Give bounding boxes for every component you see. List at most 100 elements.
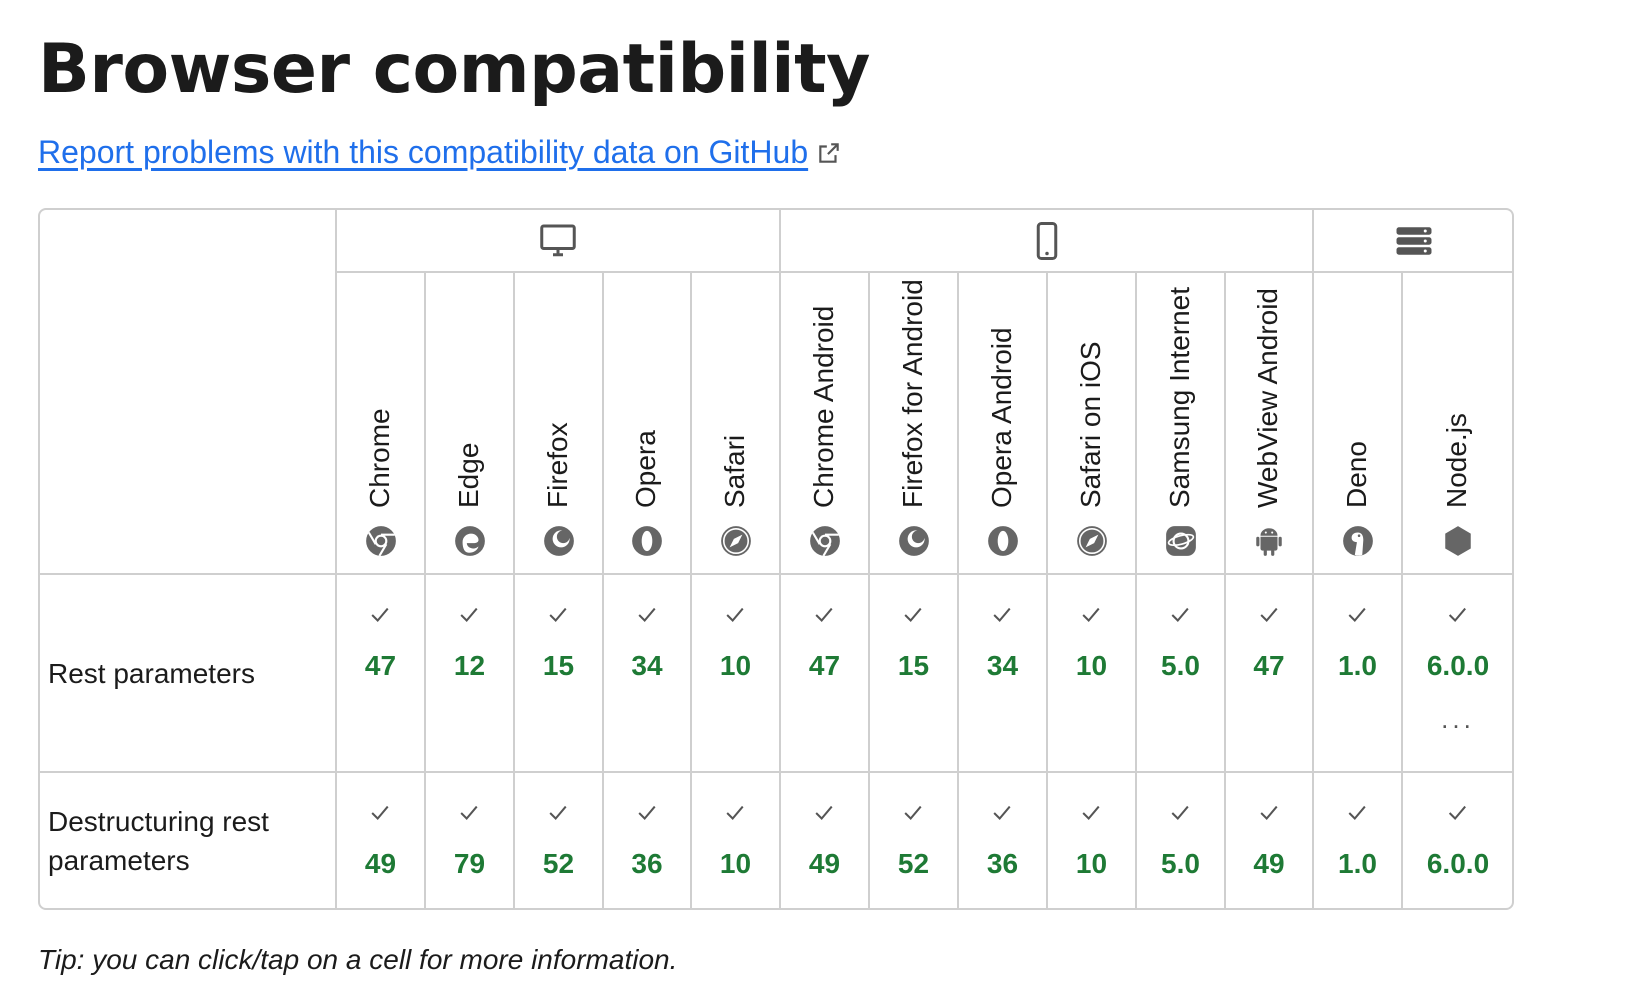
check-icon [1260, 607, 1278, 622]
edge-icon [454, 526, 485, 556]
version-added: 79 [453, 848, 486, 879]
check-icon [904, 607, 922, 622]
browser-name: Safari [718, 434, 750, 508]
browser-name: Node.js [1441, 413, 1472, 508]
check-icon [549, 607, 567, 622]
check-icon [1348, 805, 1366, 820]
check-icon [904, 805, 922, 820]
opera-icon [632, 526, 662, 556]
check-icon [726, 805, 744, 820]
browser-name: Safari on iOS [1074, 341, 1106, 508]
version-added: 49 [364, 848, 397, 879]
version-added: 1.0 [1338, 650, 1377, 681]
check-icon [815, 805, 833, 820]
android-icon [1256, 528, 1282, 556]
firefox-icon [898, 526, 929, 556]
check-icon [1171, 805, 1189, 820]
version-added: 49 [808, 848, 841, 879]
more-info-ellipsis: ... [1441, 704, 1475, 734]
browser-name: Opera Android [985, 327, 1017, 508]
version-added: 12 [453, 650, 486, 681]
server-icon [1396, 227, 1431, 255]
deno-icon [1342, 526, 1373, 556]
chrome-icon [809, 526, 840, 557]
version-added: 47 [808, 650, 841, 681]
support-cell[interactable]: 47 [1253, 604, 1285, 682]
version-added: 36 [631, 848, 663, 879]
support-cell[interactable]: 49 [1253, 802, 1285, 880]
version-added: 10 [719, 848, 752, 879]
support-cell[interactable]: 1.0 [1338, 604, 1377, 682]
compat-table: Chrome Edge Firefox Opera Safari Chrome Andro… [38, 208, 1514, 910]
support-cell[interactable]: 12 [454, 604, 485, 682]
check-icon [1449, 607, 1467, 622]
check-icon [1082, 805, 1100, 820]
chrome-icon [365, 526, 396, 557]
version-added: 5.0 [1161, 650, 1200, 681]
check-icon [1348, 607, 1366, 622]
support-cell[interactable]: 49 [365, 802, 396, 880]
version-added: 6.0.0 [1426, 848, 1490, 879]
check-icon [638, 805, 656, 820]
version-added: 15 [542, 650, 575, 681]
support-cell[interactable]: 1.0 [1338, 802, 1377, 880]
version-added: 15 [897, 650, 930, 681]
check-icon [1171, 607, 1189, 622]
support-cell[interactable]: 10 [1076, 604, 1107, 682]
support-cell[interactable]: 10 [720, 604, 751, 682]
browser-name: Chrome [363, 408, 395, 508]
safari-icon [1076, 526, 1107, 556]
check-icon [549, 805, 567, 820]
support-cell[interactable]: 49 [809, 802, 840, 880]
support-cell[interactable]: 5.0 [1161, 802, 1200, 880]
version-added: 10 [1075, 848, 1108, 879]
support-cell[interactable]: 15 [898, 604, 929, 682]
support-cell[interactable]: 34 [631, 604, 663, 682]
support-cell[interactable]: 34 [987, 604, 1018, 682]
check-icon [815, 607, 833, 622]
support-cell[interactable]: 52 [543, 802, 574, 880]
browser-name: Edge [452, 442, 484, 508]
version-added: 34 [986, 650, 1019, 681]
external-link-icon [819, 142, 839, 163]
support-cell[interactable]: 36 [987, 802, 1018, 880]
feature-name: Rest parameters [48, 657, 255, 689]
support-cell[interactable]: 5.0 [1161, 604, 1200, 682]
check-icon [638, 607, 656, 622]
support-cell[interactable]: 79 [454, 802, 485, 880]
support-cell[interactable]: 36 [631, 802, 663, 880]
check-icon [726, 607, 744, 622]
check-icon [460, 805, 478, 820]
check-icon [371, 805, 389, 820]
support-cell[interactable]: 47 [365, 604, 396, 682]
table-grid [40, 210, 1512, 908]
version-added: 47 [1253, 650, 1285, 681]
version-added: 10 [719, 650, 752, 681]
support-cell[interactable]: 10 [720, 802, 751, 880]
version-added: 6.0.0 [1426, 650, 1490, 681]
support-cell[interactable]: 10 [1076, 802, 1107, 880]
browser-name: Opera [630, 430, 661, 508]
check-icon [993, 805, 1011, 820]
nodejs-icon [1445, 526, 1471, 556]
browser-name: Samsung Internet [1163, 286, 1195, 508]
mobile-icon [1036, 222, 1057, 260]
support-cell[interactable]: 15 [543, 604, 574, 682]
version-added: 49 [1253, 848, 1285, 879]
support-cell[interactable]: 6.0.0 [1427, 802, 1489, 880]
check-icon [1082, 607, 1100, 622]
page-title: Browser compatibility [38, 30, 870, 109]
firefox-icon [543, 526, 574, 556]
support-cell[interactable]: 47 [809, 604, 840, 682]
report-problems-link[interactable]: Report problems with this compatibility … [38, 134, 842, 171]
version-added: 47 [364, 650, 397, 681]
check-icon [1260, 805, 1278, 820]
samsung-internet-icon [1165, 526, 1196, 556]
browser-name: Firefox [541, 422, 573, 508]
support-cell[interactable]: 52 [898, 802, 929, 880]
check-icon [1449, 805, 1467, 820]
version-added: 52 [542, 848, 575, 879]
browser-name: Chrome Android [807, 305, 839, 508]
version-added: 36 [986, 848, 1019, 879]
support-cell[interactable]: 6.0.0... [1427, 604, 1489, 735]
